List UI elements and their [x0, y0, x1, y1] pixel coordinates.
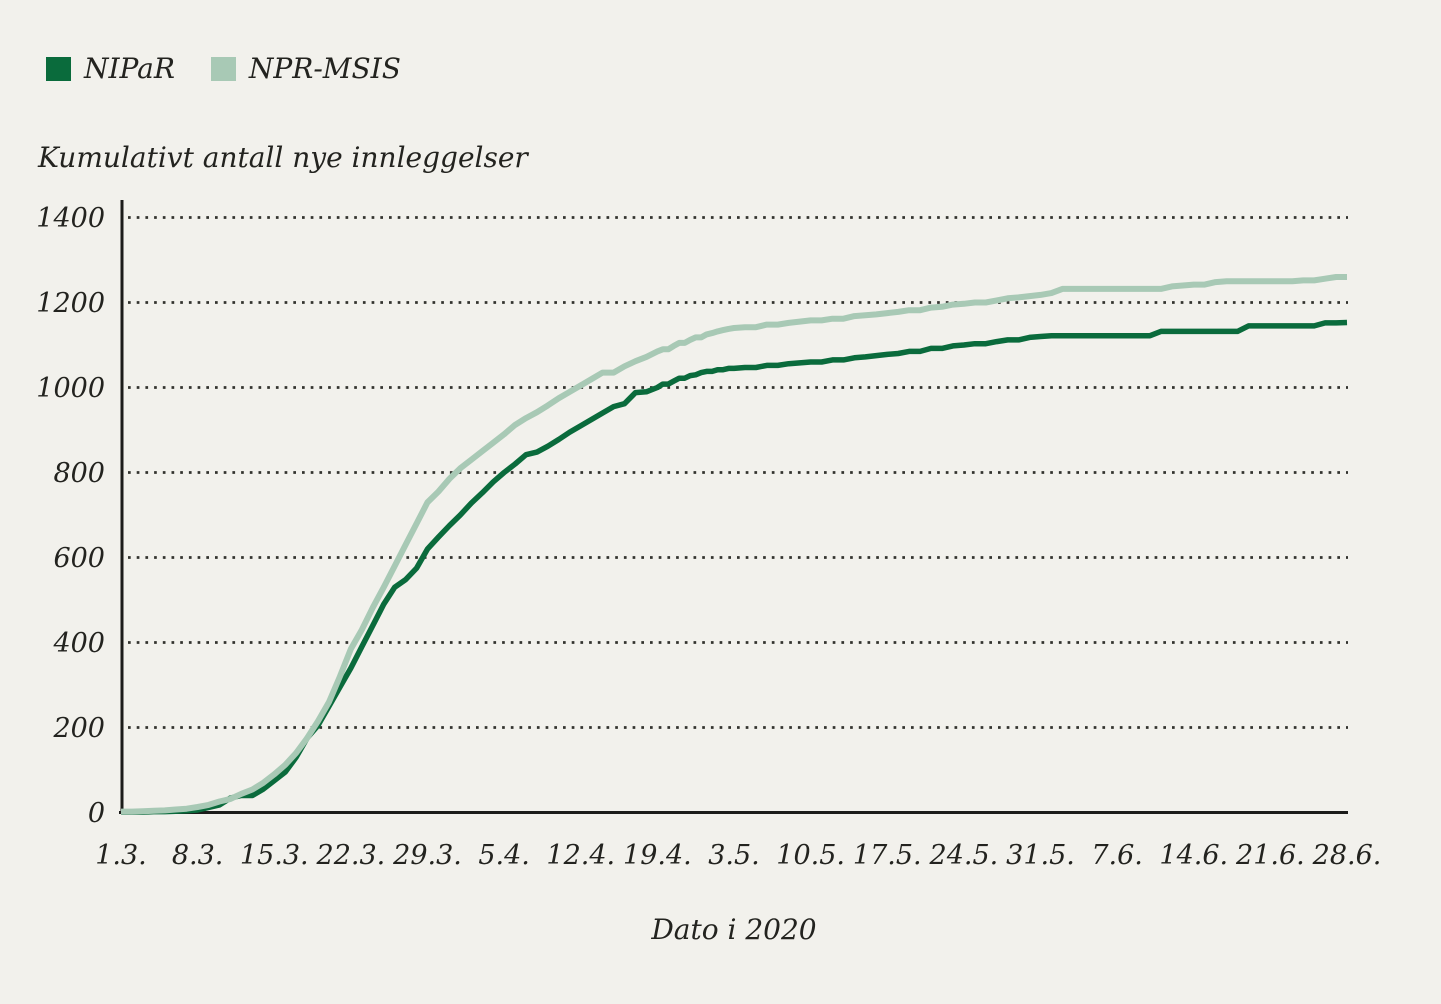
x-tick-label: 22.3. [316, 840, 386, 871]
legend-swatch-nipar-icon [46, 57, 71, 81]
y-tick-label: 600 [53, 543, 105, 574]
x-tick-label: 12.4. [546, 840, 615, 871]
x-tick-label: 21.6. [1235, 840, 1305, 871]
y-tick-label: 1400 [36, 203, 105, 234]
series-line-nipar [121, 319, 1348, 815]
legend-item-nipar: NIPaR [46, 55, 175, 83]
legend-item-npr-msis: NPR-MSIS [210, 52, 401, 85]
x-tick-label: 24.5. [929, 840, 999, 871]
x-tick-label: 7.6. [1091, 840, 1143, 871]
y-tick-label: 800 [53, 458, 105, 489]
x-axis-title: Dato i 2020 [651, 913, 817, 946]
legend-label-nipar: NIPaR [84, 52, 175, 85]
x-tick-label: 8.3. [172, 840, 224, 871]
x-tick-label: 14.6. [1159, 840, 1228, 871]
y-tick-label: 200 [52, 713, 105, 744]
x-tick-label: 19.4. [623, 840, 692, 871]
x-tick-label: 17.5. [853, 840, 922, 871]
x-tick-label: 5.4. [478, 840, 530, 871]
chart-title: Kumulativt antall nye innleggelser [38, 141, 528, 174]
legend-swatch-npr-msis-icon [210, 57, 236, 81]
y-tick-label: 1200 [36, 288, 105, 319]
x-tick-label: 1.3. [95, 840, 147, 871]
y-tick-label: 0 [88, 798, 105, 829]
legend-label-npr-msis: NPR-MSIS [248, 52, 401, 85]
x-tick-label: 31.5. [1006, 840, 1075, 871]
x-tick-label: 10.5. [776, 840, 845, 871]
y-tick-label: 1000 [36, 373, 105, 404]
x-tick-label: 29.3. [392, 840, 462, 871]
series-line-npr-msis [121, 274, 1347, 815]
x-tick-label: 28.6. [1312, 840, 1382, 871]
x-tick-label: 15.3. [240, 840, 309, 871]
x-tick-label: 3.5. [708, 840, 760, 871]
y-tick-label: 400 [52, 628, 105, 659]
legend: NIPaR NPR-MSIS [46, 55, 401, 83]
